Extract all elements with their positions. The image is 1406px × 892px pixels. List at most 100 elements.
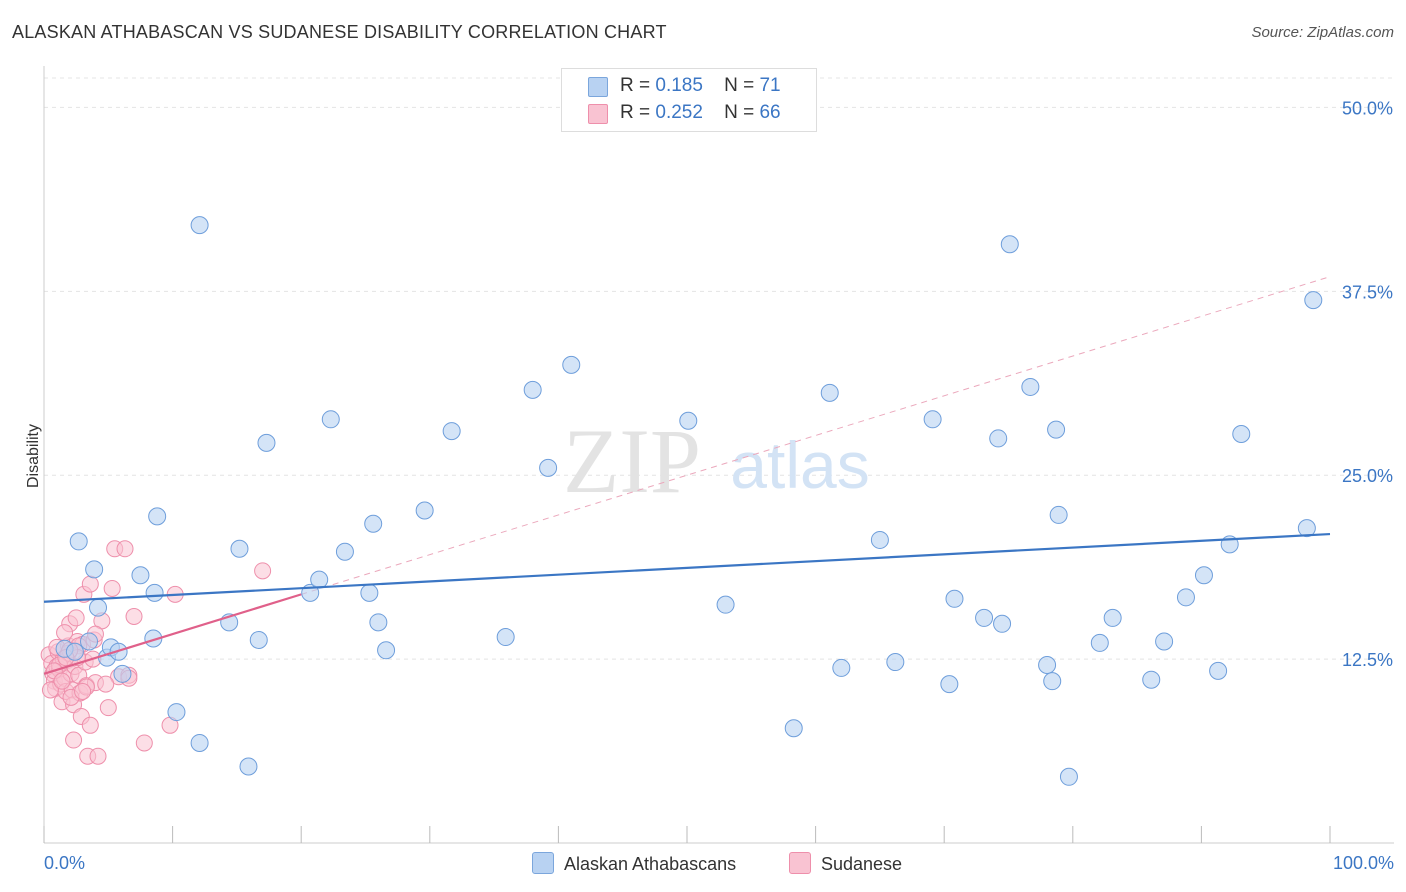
alaskan-athabascans-point [539,458,558,477]
alaskan-athabascans-point [145,583,164,602]
sudanese-point [81,716,99,734]
bottom-legend-sudanese: Sudanese [789,852,902,875]
alaskan-athabascans-point [975,608,994,627]
legend-r-value: 0.185 [655,75,703,96]
x-tick-label-max: 100.0% [1332,853,1394,873]
sudanese-point [74,682,92,700]
grid-lines [44,77,1394,660]
alaskan-athabascans-point [1176,588,1195,607]
alaskan-athabascans-point [230,539,249,558]
y-tick-label: 37.5% [1342,282,1393,302]
sudanese-trend-extension [301,276,1331,595]
y-tick-label: 50.0% [1342,98,1393,118]
sudanese-point [99,699,117,717]
alaskan-athabascans-point [190,216,209,235]
legend-swatch-pink [588,104,608,124]
alaskan-athabascans-point [993,614,1012,633]
alaskan-athabascans-point [257,433,276,452]
trend-lines [43,532,1331,675]
legend-n-value: 66 [759,102,781,123]
sudanese-point [89,747,107,765]
alaskan-athabascans-point [870,530,889,549]
alaskan-athabascans-point [1155,632,1174,651]
bottom-legend-swatch-pink [789,852,811,874]
legend-n-label: N = [724,102,755,123]
alaskan-athabascans-point [1049,505,1068,524]
alaskan-athabascans-point [80,632,99,651]
alaskan-athabascans-trend-line [43,532,1331,603]
alaskan-athabascans-point [1304,291,1323,310]
sudanese-point [125,607,143,625]
alaskan-athabascans-point [113,664,132,683]
alaskan-athabascans-point [1059,767,1078,786]
alaskan-athabascans-point [1209,661,1228,680]
watermark-atlas: atlas [730,428,869,502]
alaskan-athabascans-point [496,628,515,647]
y-tick-labels: 12.5% 25.0% 37.5% 50.0% [1342,98,1393,670]
alaskan-athabascans-point [679,411,698,430]
alaskan-athabascans-point [239,757,258,776]
legend-r-label: R = [620,102,651,123]
alaskan-athabascans-point [85,560,104,579]
bottom-legend-label: Sudanese [821,854,903,874]
alaskan-athabascans-point [131,566,150,585]
alaskan-athabascans-point [820,383,839,402]
alaskan-athabascans-point [1194,566,1213,585]
alaskan-athabascans-point [886,653,905,672]
alaskan-athabascans-point [167,703,186,722]
sudanese-point [116,540,134,558]
alaskan-athabascans-point [1142,670,1161,689]
alaskan-athabascans-point [415,501,434,520]
alaskan-athabascans-point [1000,235,1019,254]
alaskan-athabascans-point [940,675,959,694]
y-tick-label: 12.5% [1342,650,1393,670]
alaskan-athabascans-point [923,410,942,429]
sudanese-point [135,734,153,752]
bottom-legend-swatch-blue [532,852,554,874]
x-tick-label-min: 0.0% [44,853,86,873]
legend-n-label: N = [724,75,755,96]
alaskan-athabascans-point [1090,633,1109,652]
alaskan-athabascans-point [1021,377,1040,396]
sudanese-point [67,609,85,627]
sudanese-point [41,681,59,699]
alaskan-athabascans-point [65,642,84,661]
chart-title: ALASKAN ATHABASCAN VS SUDANESE DISABILIT… [12,22,667,42]
alaskan-athabascans-point [190,733,209,752]
watermark-zip: ZIP [563,410,701,512]
legend-r-value: 0.252 [655,102,703,123]
legend-n-value: 71 [759,75,781,96]
bottom-legend-label: Alaskan Athabascans [564,854,737,874]
alaskan-athabascans-point [989,429,1008,448]
bottom-legend-alaskan: Alaskan Athabascans [532,852,736,875]
alaskan-athabascans-point [784,719,803,738]
alaskan-athabascans-point [360,583,379,602]
alaskan-athabascans-point [1297,519,1316,538]
alaskan-athabascans-points [55,216,1323,786]
sudanese-point [254,562,272,580]
sudanese-trend-line [43,593,302,675]
alaskan-athabascans-point [1043,672,1062,691]
sudanese-point [53,672,71,690]
correlation-legend: R = 0.185 N = 71 R = 0.252 N = 66 [561,68,817,132]
alaskan-athabascans-point [1038,655,1057,674]
y-tick-label: 25.0% [1342,466,1393,486]
alaskan-athabascans-point [335,542,354,561]
sudanese-point [103,579,121,597]
source-note: Source: ZipAtlas.com [1251,24,1394,41]
legend-r-label: R = [620,75,651,96]
alaskan-athabascans-point [945,589,964,608]
alaskan-athabascans-point [1232,425,1251,444]
alaskan-athabascans-point [364,514,383,533]
alaskan-athabascans-point [1047,420,1066,439]
sudanese-point [56,624,74,642]
alaskan-athabascans-point [321,410,340,429]
sudanese-point [65,731,83,749]
alaskan-athabascans-point [442,422,461,441]
watermark: ZIP atlas [563,410,870,512]
alaskan-athabascans-point [562,355,581,374]
alaskan-athabascans-point [69,532,88,551]
alaskan-athabascans-point [89,598,108,617]
alaskan-athabascans-point [523,380,542,399]
